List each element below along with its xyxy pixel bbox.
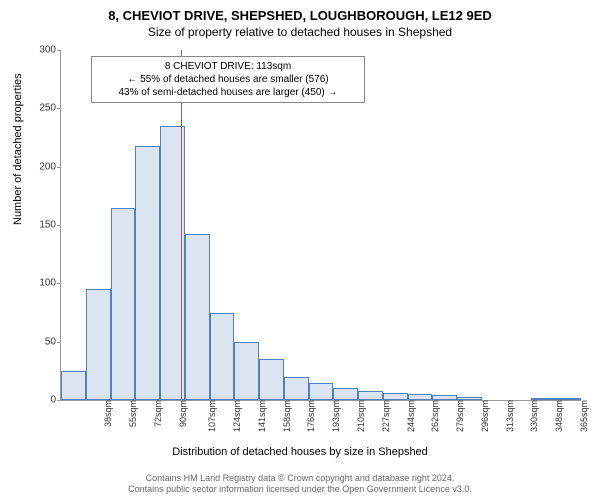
- x-tick: 55sqm: [128, 400, 138, 427]
- x-tick: 72sqm: [153, 400, 163, 427]
- x-tick: 158sqm: [282, 400, 292, 432]
- footer: Contains HM Land Registry data © Crown c…: [0, 473, 600, 496]
- histogram-bar: [531, 398, 556, 400]
- histogram-bar: [284, 377, 309, 400]
- annotation-line1: 8 CHEVIOT DRIVE: 113sqm: [98, 60, 358, 73]
- y-tick: 0: [26, 395, 56, 406]
- title-main: 8, CHEVIOT DRIVE, SHEPSHED, LOUGHBOROUGH…: [0, 0, 600, 23]
- y-tick: 200: [26, 161, 56, 172]
- x-tick: 313sqm: [505, 400, 515, 432]
- histogram-bar: [61, 371, 86, 400]
- annotation-box: 8 CHEVIOT DRIVE: 113sqm ← 55% of detache…: [91, 56, 365, 103]
- footer-line1: Contains HM Land Registry data © Crown c…: [0, 473, 600, 485]
- title-sub: Size of property relative to detached ho…: [0, 23, 600, 43]
- x-tick: 244sqm: [406, 400, 416, 432]
- histogram-bar: [210, 313, 235, 401]
- x-tick: 141sqm: [257, 400, 267, 432]
- x-tick: 227sqm: [381, 400, 391, 432]
- x-tick: 279sqm: [455, 400, 465, 432]
- x-tick: 107sqm: [207, 400, 217, 432]
- y-tick: 100: [26, 278, 56, 289]
- y-tick: 150: [26, 220, 56, 231]
- annotation-line3: 43% of semi-detached houses are larger (…: [98, 86, 358, 99]
- histogram-bar: [556, 398, 581, 400]
- histogram-bar: [457, 397, 482, 401]
- histogram-bar: [259, 359, 284, 400]
- x-tick: 90sqm: [178, 400, 188, 427]
- x-tick: 365sqm: [579, 400, 589, 432]
- chart-container: 8, CHEVIOT DRIVE, SHEPSHED, LOUGHBOROUGH…: [0, 0, 600, 500]
- histogram-bar: [408, 394, 433, 400]
- x-tick: 262sqm: [430, 400, 440, 432]
- plot-region: 8 CHEVIOT DRIVE: 113sqm ← 55% of detache…: [60, 50, 581, 401]
- histogram-bar: [432, 395, 457, 400]
- histogram-bar: [333, 388, 358, 400]
- x-tick: 124sqm: [232, 400, 242, 432]
- histogram-bar: [234, 342, 259, 400]
- x-tick: 193sqm: [331, 400, 341, 432]
- x-tick: 330sqm: [529, 400, 539, 432]
- y-tick: 300: [26, 45, 56, 56]
- histogram-bar: [135, 146, 160, 400]
- x-tick: 38sqm: [103, 400, 113, 427]
- histogram-bar: [111, 208, 136, 401]
- x-tick: 176sqm: [307, 400, 317, 432]
- histogram-bar: [86, 289, 111, 400]
- x-tick: 296sqm: [480, 400, 490, 432]
- x-axis-label: Distribution of detached houses by size …: [0, 446, 600, 458]
- annotation-line2: ← 55% of detached houses are smaller (57…: [98, 73, 358, 86]
- histogram-bar: [309, 383, 334, 401]
- y-tick: 250: [26, 103, 56, 114]
- histogram-bar: [383, 393, 408, 400]
- x-tick: 348sqm: [554, 400, 564, 432]
- y-axis-label: Number of detached properties: [12, 73, 24, 225]
- histogram-bar: [358, 391, 383, 400]
- chart-area: 8 CHEVIOT DRIVE: 113sqm ← 55% of detache…: [60, 50, 580, 400]
- histogram-bar: [185, 234, 210, 400]
- footer-line2: Contains public sector information licen…: [0, 484, 600, 496]
- x-tick: 210sqm: [356, 400, 366, 432]
- y-tick: 50: [26, 336, 56, 347]
